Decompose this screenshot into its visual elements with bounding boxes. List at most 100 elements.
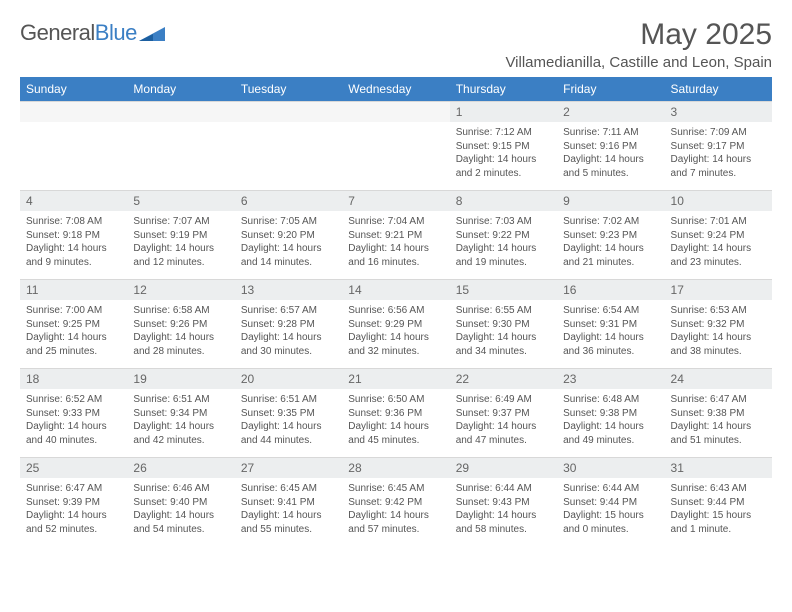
daylight-line: Daylight: 14 hours and 9 minutes.	[26, 242, 121, 269]
day-content-cell: Sunrise: 6:51 AMSunset: 9:34 PMDaylight:…	[127, 389, 234, 458]
sunset-line: Sunset: 9:41 PM	[241, 496, 336, 510]
daylight-line: Daylight: 14 hours and 42 minutes.	[133, 420, 228, 447]
sunrise-line: Sunrise: 6:52 AM	[26, 393, 121, 407]
day-number-cell: 26	[127, 458, 234, 479]
day-content-cell: Sunrise: 6:50 AMSunset: 9:36 PMDaylight:…	[342, 389, 449, 458]
sunrise-line: Sunrise: 6:56 AM	[348, 304, 443, 318]
daylight-line: Daylight: 14 hours and 49 minutes.	[563, 420, 658, 447]
day-content-cell: Sunrise: 6:48 AMSunset: 9:38 PMDaylight:…	[557, 389, 664, 458]
logo-triangle-icon	[139, 25, 167, 43]
day-number-cell: 16	[557, 280, 664, 301]
sunrise-line: Sunrise: 6:44 AM	[563, 482, 658, 496]
daylight-line: Daylight: 14 hours and 52 minutes.	[26, 509, 121, 536]
sunset-line: Sunset: 9:21 PM	[348, 229, 443, 243]
day-number-cell: 29	[450, 458, 557, 479]
day-number-row: 25262728293031	[20, 458, 772, 479]
weekday-header: Sunday	[20, 77, 127, 102]
day-content-cell: Sunrise: 6:57 AMSunset: 9:28 PMDaylight:…	[235, 300, 342, 369]
sunset-line: Sunset: 9:34 PM	[133, 407, 228, 421]
sunrise-line: Sunrise: 6:44 AM	[456, 482, 551, 496]
day-number-cell	[20, 102, 127, 123]
sunrise-line: Sunrise: 6:51 AM	[241, 393, 336, 407]
sunset-line: Sunset: 9:26 PM	[133, 318, 228, 332]
sunrise-line: Sunrise: 6:47 AM	[26, 482, 121, 496]
daylight-line: Daylight: 14 hours and 38 minutes.	[671, 331, 766, 358]
sunset-line: Sunset: 9:22 PM	[456, 229, 551, 243]
day-number-cell: 24	[665, 369, 772, 390]
day-content-cell	[235, 122, 342, 191]
sunrise-line: Sunrise: 7:01 AM	[671, 215, 766, 229]
day-number-cell: 7	[342, 191, 449, 212]
logo-word1: General	[20, 20, 95, 45]
day-number-cell	[235, 102, 342, 123]
day-number-cell: 31	[665, 458, 772, 479]
day-content-cell: Sunrise: 6:46 AMSunset: 9:40 PMDaylight:…	[127, 478, 234, 546]
sunset-line: Sunset: 9:17 PM	[671, 140, 766, 154]
day-number-cell: 19	[127, 369, 234, 390]
day-content-cell: Sunrise: 7:03 AMSunset: 9:22 PMDaylight:…	[450, 211, 557, 280]
day-content-cell: Sunrise: 6:54 AMSunset: 9:31 PMDaylight:…	[557, 300, 664, 369]
sunrise-line: Sunrise: 6:49 AM	[456, 393, 551, 407]
daylight-line: Daylight: 14 hours and 7 minutes.	[671, 153, 766, 180]
day-number-cell: 4	[20, 191, 127, 212]
sunset-line: Sunset: 9:28 PM	[241, 318, 336, 332]
sunset-line: Sunset: 9:16 PM	[563, 140, 658, 154]
sunrise-line: Sunrise: 6:48 AM	[563, 393, 658, 407]
day-content-cell: Sunrise: 6:58 AMSunset: 9:26 PMDaylight:…	[127, 300, 234, 369]
day-content-cell	[20, 122, 127, 191]
daylight-line: Daylight: 14 hours and 32 minutes.	[348, 331, 443, 358]
daylight-line: Daylight: 14 hours and 12 minutes.	[133, 242, 228, 269]
day-number-cell: 14	[342, 280, 449, 301]
daylight-line: Daylight: 14 hours and 47 minutes.	[456, 420, 551, 447]
sunrise-line: Sunrise: 7:07 AM	[133, 215, 228, 229]
day-content-row: Sunrise: 7:08 AMSunset: 9:18 PMDaylight:…	[20, 211, 772, 280]
sunset-line: Sunset: 9:20 PM	[241, 229, 336, 243]
weekday-header: Saturday	[665, 77, 772, 102]
daylight-line: Daylight: 14 hours and 40 minutes.	[26, 420, 121, 447]
day-content-cell: Sunrise: 7:09 AMSunset: 9:17 PMDaylight:…	[665, 122, 772, 191]
day-content-cell: Sunrise: 6:53 AMSunset: 9:32 PMDaylight:…	[665, 300, 772, 369]
daylight-line: Daylight: 14 hours and 54 minutes.	[133, 509, 228, 536]
daylight-line: Daylight: 14 hours and 21 minutes.	[563, 242, 658, 269]
sunrise-line: Sunrise: 7:05 AM	[241, 215, 336, 229]
sunrise-line: Sunrise: 6:45 AM	[348, 482, 443, 496]
sunset-line: Sunset: 9:29 PM	[348, 318, 443, 332]
sunrise-line: Sunrise: 6:57 AM	[241, 304, 336, 318]
sunset-line: Sunset: 9:33 PM	[26, 407, 121, 421]
calendar-body: 123Sunrise: 7:12 AMSunset: 9:15 PMDaylig…	[20, 102, 772, 547]
day-number-cell: 13	[235, 280, 342, 301]
day-content-cell: Sunrise: 6:44 AMSunset: 9:44 PMDaylight:…	[557, 478, 664, 546]
day-number-cell: 10	[665, 191, 772, 212]
day-number-cell: 5	[127, 191, 234, 212]
sunset-line: Sunset: 9:38 PM	[671, 407, 766, 421]
sunrise-line: Sunrise: 7:02 AM	[563, 215, 658, 229]
daylight-line: Daylight: 14 hours and 44 minutes.	[241, 420, 336, 447]
sunset-line: Sunset: 9:24 PM	[671, 229, 766, 243]
day-number-cell: 15	[450, 280, 557, 301]
day-content-cell: Sunrise: 7:00 AMSunset: 9:25 PMDaylight:…	[20, 300, 127, 369]
day-number-cell	[342, 102, 449, 123]
sunset-line: Sunset: 9:38 PM	[563, 407, 658, 421]
daylight-line: Daylight: 15 hours and 1 minute.	[671, 509, 766, 536]
daylight-line: Daylight: 14 hours and 2 minutes.	[456, 153, 551, 180]
day-content-row: Sunrise: 7:12 AMSunset: 9:15 PMDaylight:…	[20, 122, 772, 191]
day-content-cell: Sunrise: 7:01 AMSunset: 9:24 PMDaylight:…	[665, 211, 772, 280]
daylight-line: Daylight: 14 hours and 28 minutes.	[133, 331, 228, 358]
logo-text: GeneralBlue	[20, 20, 137, 46]
day-content-cell: Sunrise: 7:07 AMSunset: 9:19 PMDaylight:…	[127, 211, 234, 280]
day-number-cell: 1	[450, 102, 557, 123]
daylight-line: Daylight: 14 hours and 19 minutes.	[456, 242, 551, 269]
sunrise-line: Sunrise: 7:12 AM	[456, 126, 551, 140]
sunset-line: Sunset: 9:35 PM	[241, 407, 336, 421]
day-content-cell: Sunrise: 7:02 AMSunset: 9:23 PMDaylight:…	[557, 211, 664, 280]
day-number-cell: 12	[127, 280, 234, 301]
daylight-line: Daylight: 14 hours and 55 minutes.	[241, 509, 336, 536]
day-content-cell: Sunrise: 6:45 AMSunset: 9:42 PMDaylight:…	[342, 478, 449, 546]
day-content-cell: Sunrise: 6:51 AMSunset: 9:35 PMDaylight:…	[235, 389, 342, 458]
sunset-line: Sunset: 9:31 PM	[563, 318, 658, 332]
day-number-cell: 25	[20, 458, 127, 479]
day-content-cell: Sunrise: 7:05 AMSunset: 9:20 PMDaylight:…	[235, 211, 342, 280]
sunset-line: Sunset: 9:18 PM	[26, 229, 121, 243]
day-number-row: 18192021222324	[20, 369, 772, 390]
day-number-cell: 30	[557, 458, 664, 479]
